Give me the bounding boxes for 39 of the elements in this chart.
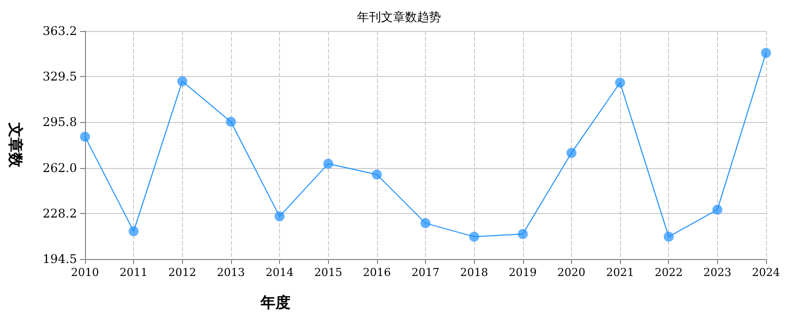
- y-axis-title: 文章数: [6, 122, 24, 168]
- x-tick-label: 2010: [71, 266, 99, 279]
- point: [274, 211, 285, 222]
- x-tick-label: 2019: [508, 266, 537, 279]
- x-tick-label: 2018: [460, 266, 488, 279]
- x-tick-label: 2017: [412, 266, 440, 279]
- x-tick-label: 2012: [168, 266, 196, 279]
- point: [80, 132, 90, 142]
- point: [372, 170, 382, 180]
- x-tick-label: 2021: [606, 266, 634, 279]
- point: [128, 226, 139, 236]
- point: [420, 218, 430, 228]
- point: [712, 204, 722, 215]
- point: [615, 78, 626, 88]
- x-tick-label: 2015: [314, 266, 342, 279]
- point: [226, 116, 236, 127]
- point: [177, 76, 188, 86]
- x-tick-label: 2020: [557, 266, 586, 279]
- point: [664, 232, 674, 242]
- y-tick-label: 295.8: [42, 115, 77, 130]
- point: [518, 229, 528, 239]
- x-tick-label: 2016: [362, 266, 391, 279]
- x-tick-label: 2014: [266, 266, 294, 279]
- x-tick-label: 2022: [654, 266, 683, 279]
- point: [566, 148, 576, 158]
- chart-title: 年刊文章数趋势: [357, 10, 441, 24]
- point: [469, 232, 480, 242]
- y-tick-label: 194.5: [42, 252, 77, 266]
- point: [323, 158, 334, 169]
- y-tick-label: 363.2: [42, 24, 77, 38]
- x-tick-label: 2013: [216, 266, 245, 279]
- y-tick-label: 329.5: [42, 70, 77, 84]
- x-tick-label: 2023: [703, 266, 732, 279]
- y-tick-label: 262.0: [42, 160, 77, 175]
- x-tick-label: 2024: [752, 266, 780, 279]
- point: [761, 48, 771, 58]
- x-tick-label: 2011: [120, 266, 148, 279]
- y-tick-label: 228.2: [42, 206, 77, 220]
- x-axis-title: 年度: [260, 294, 290, 312]
